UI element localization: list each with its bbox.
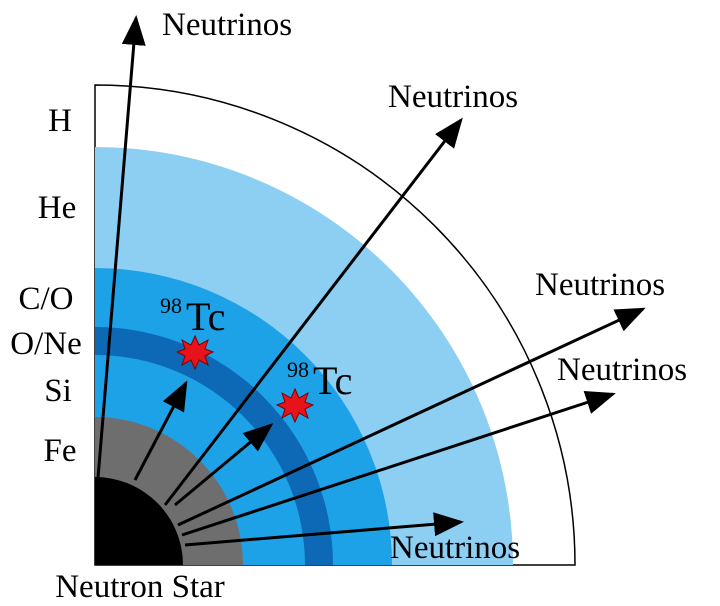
neutrino-arrow [163,117,463,506]
isotope-mass: 98 [287,357,309,382]
isotope-mass: 98 [160,293,182,318]
neutrino-arrow [177,307,646,527]
neutrino-label: Neutrinos [162,7,292,43]
synthesis-arrow [133,380,188,481]
neutrino-label: Neutrinos [535,267,665,303]
core-label: Neutron Star [55,569,225,605]
neutron-star [95,477,183,565]
layer-label: C/O [18,281,73,317]
synthesis-arrow [174,423,274,507]
neutrino-label: Neutrinos [388,79,518,115]
isotope-symbol: Tc [313,358,352,403]
neutrino-arrow [95,15,146,491]
layer-label: H [48,103,72,139]
layer-label: Fe [44,433,77,469]
layer-label: O/Ne [10,326,81,362]
neutrino-label: Neutrinos [557,352,687,388]
layer-label: He [38,190,76,226]
tc-site [175,334,215,371]
layer-label: Si [44,373,72,409]
neutrino-arrow [181,390,616,537]
isotope-symbol: Tc [186,294,225,339]
tc-site [275,387,315,424]
neutrino-label: Neutrinos [390,530,520,566]
neutrino-arrow [184,512,464,547]
